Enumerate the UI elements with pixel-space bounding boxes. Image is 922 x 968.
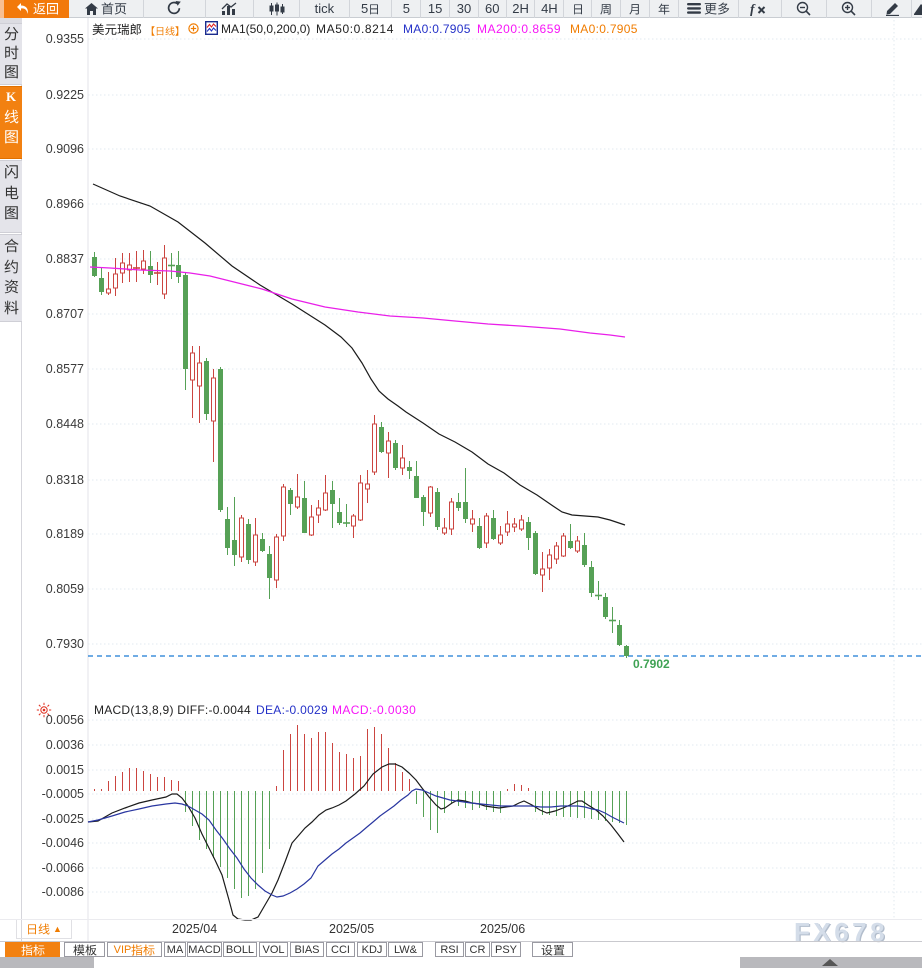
svg-text:0.7902: 0.7902 bbox=[633, 657, 670, 671]
svg-text:f: f bbox=[750, 2, 756, 16]
